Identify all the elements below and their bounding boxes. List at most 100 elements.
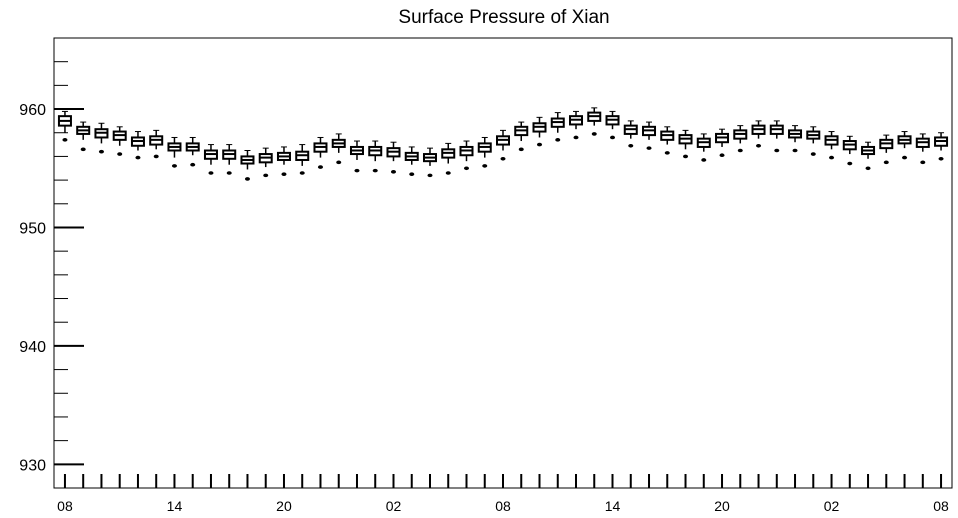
box-item: [441, 142, 456, 175]
x-axis: 08 14 20 02 08 14 20 02 08: [57, 474, 949, 514]
outlier-point: [646, 146, 652, 150]
y-tick-label: 940: [19, 339, 46, 356]
chart-title: Surface Pressure of Xian: [398, 7, 609, 28]
outlier-point: [80, 147, 86, 152]
box-item: [715, 128, 730, 158]
box-item: [422, 147, 437, 178]
outlier-point: [354, 168, 360, 173]
box-item: [569, 110, 584, 140]
box-item: [130, 131, 145, 160]
box-item: [57, 110, 72, 142]
outlier-point: [171, 164, 177, 168]
outlier-point: [409, 172, 415, 176]
outlier-point: [62, 138, 68, 142]
outlier-point: [281, 172, 287, 176]
outlier-point: [865, 166, 871, 171]
outlier-point: [153, 154, 159, 159]
box-item: [842, 135, 857, 166]
outlier-point: [938, 156, 944, 161]
outlier-point: [847, 161, 853, 166]
outlier-point: [573, 135, 579, 140]
outlier-point: [792, 148, 798, 153]
box-item: [368, 140, 383, 173]
box-item: [349, 140, 364, 173]
box-item: [76, 121, 91, 152]
box-item: [514, 121, 529, 152]
outlier-point: [463, 166, 469, 171]
y-axis: 930 940 950 960: [19, 37, 84, 489]
outlier-point: [610, 135, 616, 140]
outlier-point: [226, 171, 232, 175]
box-series: [57, 107, 949, 181]
x-tick-label: 20: [276, 498, 292, 514]
outlier-point: [372, 168, 378, 173]
outlier-point: [683, 154, 689, 159]
box-item: [550, 112, 565, 142]
outlier-point: [518, 147, 524, 152]
box-item: [477, 136, 492, 168]
outlier-point: [555, 138, 561, 142]
box-item: [623, 120, 638, 148]
outlier-point: [810, 152, 816, 156]
box-item: [696, 133, 711, 162]
outlier-point: [920, 160, 926, 165]
outlier-point: [701, 158, 707, 162]
box-item: [642, 121, 657, 150]
outlier-point: [664, 151, 670, 155]
outlier-point: [208, 171, 214, 175]
box-item: [897, 131, 912, 160]
outlier-point: [628, 143, 634, 148]
box-item: [258, 147, 273, 178]
box-item: [861, 141, 876, 171]
outlier-point: [756, 143, 762, 148]
y-tick-label: 930: [19, 457, 46, 474]
box-item: [203, 144, 218, 175]
outlier-point: [390, 170, 396, 174]
box-item: [934, 132, 949, 161]
box-item: [331, 133, 346, 165]
outlier-point: [829, 155, 835, 160]
box-item: [276, 146, 291, 176]
y-tick-label: 950: [19, 220, 46, 237]
box-item: [788, 125, 803, 153]
box-item: [404, 146, 419, 176]
outlier-point: [902, 155, 908, 160]
x-tick-label: 20: [714, 498, 730, 514]
box-item: [313, 136, 328, 169]
box-item: [751, 120, 766, 148]
box-item: [496, 129, 510, 161]
outlier-point: [482, 164, 488, 168]
box-item: [915, 133, 930, 165]
box-item: [386, 141, 401, 174]
box-item: [240, 150, 255, 181]
y-tick-label: 960: [19, 102, 46, 119]
box-item: [806, 126, 821, 156]
x-tick-label: 08: [933, 498, 949, 514]
box-item: [733, 125, 748, 153]
box-item: [660, 126, 675, 155]
outlier-point: [737, 148, 743, 153]
outlier-point: [591, 132, 597, 136]
box-item: [222, 144, 237, 175]
box-item: [459, 140, 474, 171]
outlier-point: [719, 153, 725, 158]
outlier-point: [883, 160, 889, 165]
outlier-point: [98, 149, 104, 154]
outlier-point: [537, 142, 543, 147]
outlier-point: [244, 177, 250, 181]
outlier-point: [263, 173, 269, 178]
x-tick-label: 08: [57, 498, 73, 514]
x-tick-label: 02: [824, 498, 840, 514]
box-item: [587, 107, 602, 136]
outlier-point: [500, 156, 506, 161]
outlier-point: [774, 148, 780, 153]
x-tick-label: 14: [167, 498, 183, 514]
box-item: [167, 136, 182, 168]
box-item: [149, 129, 164, 159]
box-item: [295, 144, 310, 175]
box-item: [678, 129, 693, 159]
outlier-point: [317, 165, 323, 169]
outlier-point: [427, 173, 433, 178]
